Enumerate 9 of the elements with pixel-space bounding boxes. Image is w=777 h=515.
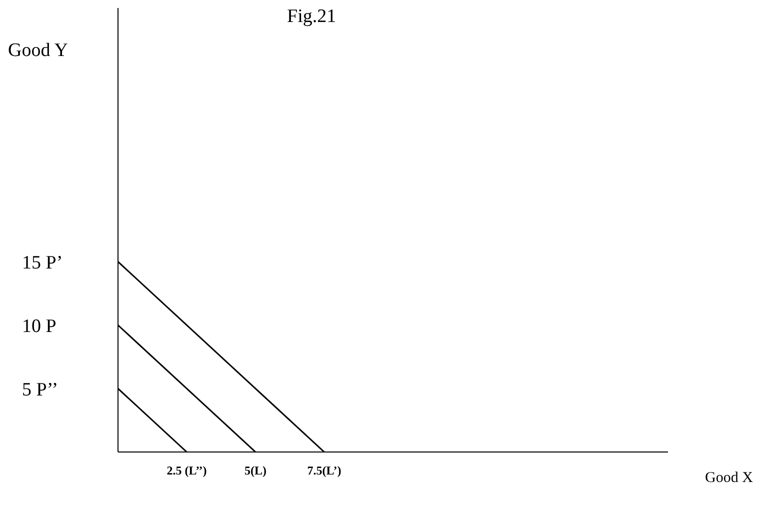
chart-title: Fig.21 [287,6,336,28]
y-tick-label: 5 P’’ [22,379,58,400]
y-tick-label: 15 P’ [22,252,63,274]
x-axis-title: Good X [705,470,753,487]
x-tick-label: 2.5 (L’’) [166,464,207,478]
y-axis-title: Good Y [8,40,68,62]
y-tick-label: 10 P [22,316,56,337]
x-tick-label: 5(L) [244,464,266,478]
x-tick-label: 7.5(L’) [307,464,342,478]
